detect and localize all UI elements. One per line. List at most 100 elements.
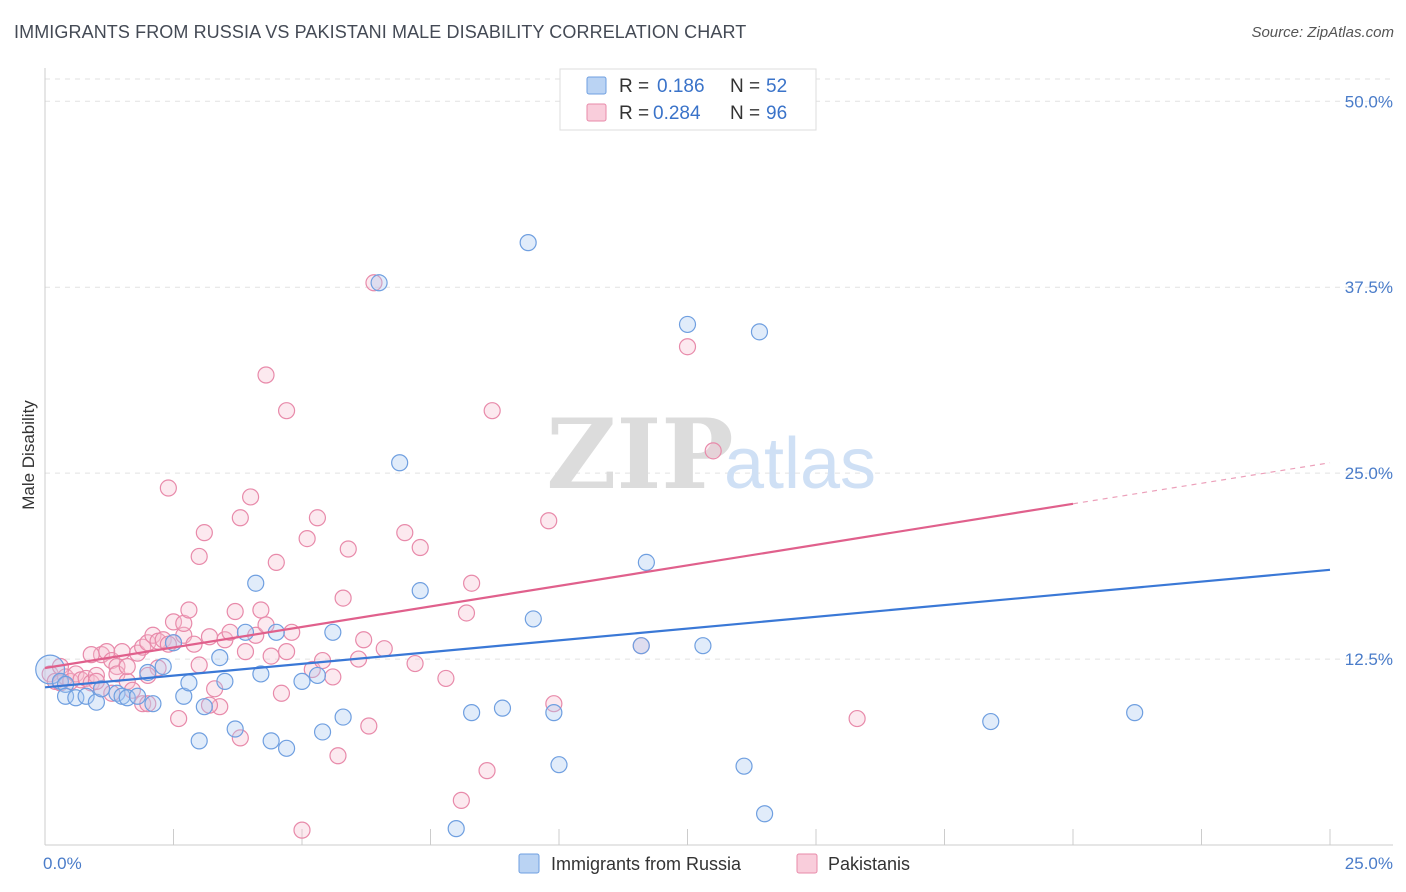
pakistanis-point-46 (226, 602, 244, 621)
pakistanis-point-47 (231, 509, 249, 527)
pakistanis-point-75 (437, 669, 455, 688)
pakistanis-point-65 (329, 747, 347, 765)
russia-point-7 (92, 680, 111, 698)
watermark-atlas: atlas (724, 424, 876, 504)
russia-point-32 (324, 623, 342, 641)
pakistanis-point-55 (262, 647, 280, 665)
x-tick-label-1: 25.0% (1345, 854, 1393, 873)
russia-point-45 (637, 553, 655, 571)
chart-source: Source: ZipAtlas.com (1251, 24, 1394, 41)
pakistanis-point-79 (478, 762, 496, 780)
russia-point-8 (108, 684, 126, 702)
pakistanis-point-82 (545, 695, 563, 713)
pakistanis-point-66 (334, 589, 352, 607)
y-tick-label-3: 50.0% (1345, 92, 1393, 111)
russia-point-36 (411, 582, 429, 600)
x-tick-label-0: 0.0% (43, 854, 82, 873)
russia-point-38 (463, 704, 481, 722)
grid-lines (45, 78, 1393, 660)
y-tick-label-2: 37.5% (1345, 278, 1393, 297)
pakistanis-point-19 (118, 657, 136, 676)
bottom-legend-pakistanis: Pakistanis (828, 854, 910, 874)
watermark: ZIP atlas (546, 398, 876, 511)
russia-point-24 (247, 574, 265, 592)
bottom-legend-russia: Immigrants from Russia (551, 854, 742, 874)
pakistanis-point-49 (236, 643, 255, 661)
pakistanis-point-92 (277, 643, 296, 661)
legend-n-value-pakistanis: 96 (766, 103, 787, 124)
russia-point-37 (447, 820, 465, 838)
russia-point-30 (308, 666, 327, 685)
russia-point-49 (750, 323, 769, 341)
russia-point-20 (211, 648, 229, 667)
russia-point-46 (678, 315, 697, 334)
pakistanis-point-30 (159, 479, 177, 497)
pakistanis-point-77 (457, 604, 476, 622)
pakistanis-point-40 (195, 524, 213, 542)
bottom-legend: Immigrants from Russia Pakistanis (518, 853, 910, 874)
russia-point-17 (180, 674, 198, 692)
watermark-zip: ZIP (546, 398, 733, 511)
legend-n-value-russia: 52 (766, 76, 787, 97)
pakistanis-trend-line (44, 502, 1074, 670)
russia-point-12 (139, 663, 157, 682)
russia-point-14 (154, 657, 172, 676)
russia-point-34 (370, 274, 388, 292)
pakistanis-point-90 (82, 646, 100, 664)
russia-point-19 (195, 698, 213, 716)
russia-point-5 (77, 687, 95, 705)
russia-point-28 (277, 739, 296, 757)
pakistanis-point-70 (360, 717, 378, 735)
legend-r-label-0: R = (619, 76, 649, 97)
y-tick-label-0: 12.5% (1345, 650, 1393, 669)
bottom-legend-swatch-russia (518, 853, 540, 874)
pakistanis-point-71 (365, 274, 383, 292)
data-points (35, 234, 1144, 839)
russia-point-13 (144, 695, 162, 713)
russia-point-41 (524, 610, 542, 628)
pakistanis-point-84 (678, 338, 697, 356)
pakistanis-point-80 (483, 402, 501, 420)
pakistanis-point-64 (324, 668, 342, 686)
pakistanis-point-72 (396, 524, 414, 542)
russia-point-29 (293, 672, 311, 690)
bottom-legend-swatch-pakistanis (796, 853, 818, 874)
russia-point-33 (334, 708, 352, 726)
russia-point-22 (226, 720, 244, 738)
russia-point-50 (755, 805, 774, 823)
legend-r-value-pakistanis: 0.284 (653, 103, 701, 124)
pakistanis-point-54 (257, 366, 275, 384)
y-tick-label-1: 25.0% (1345, 464, 1393, 483)
pakistanis-point-76 (452, 791, 470, 809)
pakistanis-point-69 (355, 631, 373, 649)
pakistanis-point-81 (540, 512, 558, 530)
legend-swatch-russia (586, 76, 607, 95)
russia-point-42 (545, 704, 563, 722)
tick-labels: 12.5% 25.0% 37.5% 50.0% 0.0% 25.0% (43, 92, 1393, 873)
pakistanis-point-62 (308, 509, 327, 527)
pakistanis-trend-line-extension (1072, 462, 1331, 505)
pakistanis-point-52 (252, 601, 270, 619)
russia-point-18 (190, 732, 208, 750)
legend-r-label-1: R = (619, 103, 649, 124)
legend-n-label-1: N = (730, 103, 760, 124)
pakistanis-point-39 (190, 547, 208, 566)
russia-point-44 (632, 637, 650, 655)
pakistanis-point-73 (406, 654, 424, 673)
pakistanis-point-56 (267, 553, 285, 571)
russia-point-21 (216, 672, 234, 690)
legend-swatch-pakistanis (586, 103, 607, 122)
russia-point-35 (391, 454, 409, 472)
pakistanis-point-57 (272, 684, 291, 702)
legend-r-value-russia: 0.186 (657, 76, 705, 97)
pakistanis-point-93 (375, 640, 393, 658)
russia-point-11 (128, 687, 147, 705)
russia-point-25 (252, 665, 270, 683)
russia-point-0 (35, 654, 66, 685)
pakistanis-point-33 (170, 709, 188, 728)
pakistanis-point-74 (411, 538, 429, 557)
y-axis-title: Male Disability (19, 400, 38, 510)
pakistanis-point-38 (190, 656, 208, 674)
legend-n-label-0: N = (730, 76, 760, 97)
